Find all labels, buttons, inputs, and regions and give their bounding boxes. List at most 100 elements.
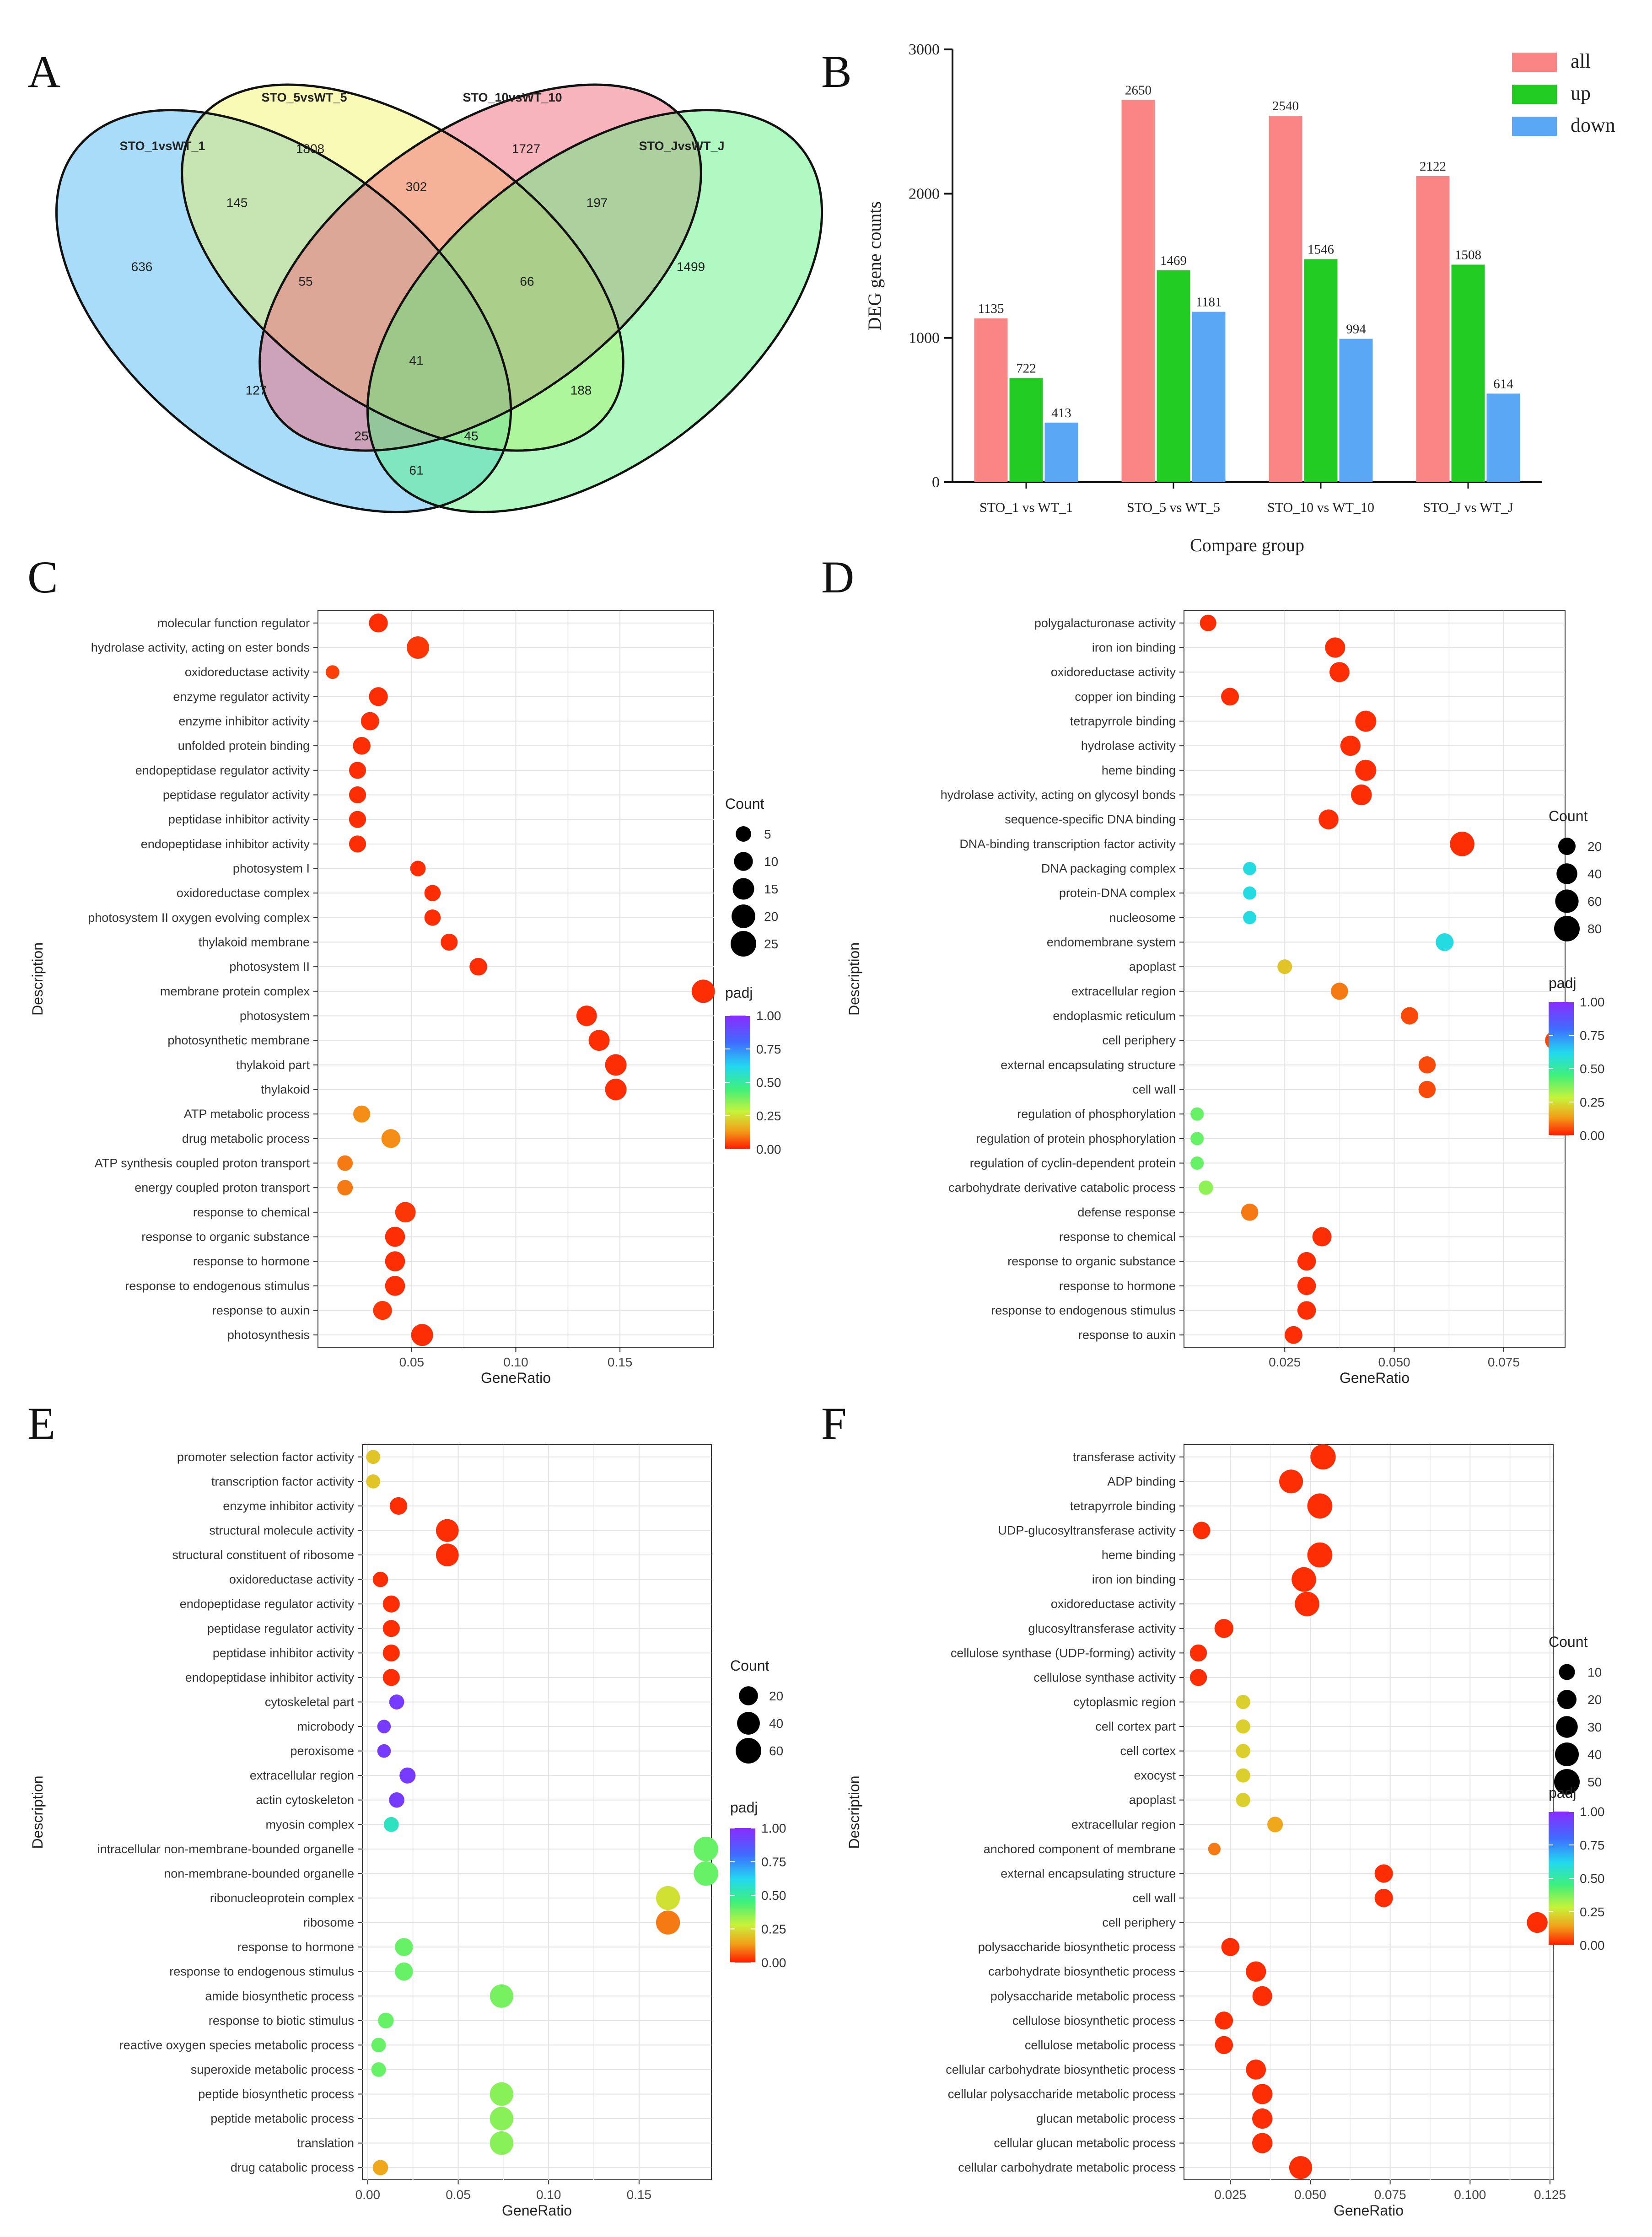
venn-region-count: 197 xyxy=(587,195,608,210)
term-label: hydrolase activity, acting on ester bond… xyxy=(91,641,310,655)
term-label: myosin complex xyxy=(265,1818,354,1831)
x-axis-title: GeneRatio xyxy=(1340,1370,1410,1386)
term-point xyxy=(605,1054,627,1076)
term-label: tetrapyrrole binding xyxy=(1070,1499,1176,1513)
count-legend-dot xyxy=(734,852,753,871)
bar-all xyxy=(1269,116,1302,482)
term-label: response to biotic stimulus xyxy=(209,2014,354,2027)
padj-legend-title: padj xyxy=(1549,975,1577,991)
x-tick-label: 0.075 xyxy=(1374,2188,1406,2202)
term-point xyxy=(1401,1007,1419,1025)
term-point xyxy=(1252,2133,1273,2153)
venn-set-label: STO_5vsWT_5 xyxy=(261,91,347,104)
count-legend-title: Count xyxy=(1549,1634,1588,1650)
term-label: thylakoid part xyxy=(236,1058,310,1072)
term-label: iron ion binding xyxy=(1092,1573,1176,1586)
term-label: glucosyltransferase activity xyxy=(1028,1622,1176,1635)
term-point xyxy=(1340,736,1361,756)
legend-label: up xyxy=(1571,82,1591,104)
count-legend-label: 80 xyxy=(1587,922,1602,936)
count-legend-label: 5 xyxy=(764,827,771,841)
term-point xyxy=(436,1519,459,1542)
term-label: cellulose biosynthetic process xyxy=(1012,2014,1176,2027)
term-point xyxy=(407,636,430,659)
term-point xyxy=(1318,809,1339,829)
term-point xyxy=(1221,688,1239,706)
term-label: cell cortex xyxy=(1120,1744,1176,1758)
term-label: nucleosome xyxy=(1109,911,1176,925)
term-label: photosystem II xyxy=(229,960,310,973)
x-tick-label: 0.05 xyxy=(399,1355,425,1369)
term-point xyxy=(1291,1567,1316,1592)
term-point xyxy=(1297,1301,1316,1320)
term-point xyxy=(1267,1817,1283,1833)
bar-all xyxy=(1416,176,1450,482)
term-point xyxy=(469,957,487,976)
term-point xyxy=(349,762,366,779)
y-axis-title: Description xyxy=(29,942,46,1016)
panel-letter-e: E xyxy=(27,1398,55,1449)
bar-value-label: 1508 xyxy=(1455,247,1481,262)
term-label: carbohydrate derivative catabolic proces… xyxy=(948,1181,1176,1194)
term-point xyxy=(371,2062,386,2077)
x-tick-label: 0.050 xyxy=(1378,1355,1410,1369)
term-label: photosynthesis xyxy=(227,1328,310,1342)
term-label: endopeptidase regulator activity xyxy=(135,764,310,777)
term-label: extracellular region xyxy=(1071,1818,1176,1831)
term-label: glucan metabolic process xyxy=(1036,2112,1176,2125)
term-point xyxy=(1527,1912,1548,1933)
plot-panel xyxy=(362,1444,712,2180)
dotplot-panel-c: molecular function regulator hydrolase ac… xyxy=(29,610,781,1386)
term-point xyxy=(1200,614,1216,631)
term-point xyxy=(366,1474,381,1489)
term-label: response to endogenous stimulus xyxy=(125,1279,310,1293)
term-point xyxy=(1307,1493,1333,1519)
term-label: microbody xyxy=(297,1720,354,1733)
term-point xyxy=(373,1301,392,1320)
venn-region-count: 61 xyxy=(409,463,423,477)
count-legend-label: 10 xyxy=(764,855,778,869)
term-point xyxy=(1418,1056,1436,1074)
count-legend-dot xyxy=(1559,1664,1575,1680)
term-point xyxy=(378,2012,394,2029)
y-axis-title: Description xyxy=(846,942,862,1016)
term-point xyxy=(1215,2011,1233,2030)
venn-region-count: 188 xyxy=(570,383,592,397)
term-label: thylakoid membrane xyxy=(199,936,310,949)
term-label: promoter selection factor activity xyxy=(177,1450,355,1464)
term-point xyxy=(1297,1276,1316,1296)
term-label: ATP metabolic process xyxy=(184,1107,310,1121)
term-label: cellular carbohydrate metabolic process xyxy=(958,2161,1176,2174)
term-label: cellulose synthase activity xyxy=(1033,1671,1176,1684)
term-point xyxy=(694,1861,718,1886)
term-label: peptidase inhibitor activity xyxy=(168,812,310,826)
term-point xyxy=(395,1962,413,1981)
padj-legend-label: 0.75 xyxy=(756,1042,781,1056)
padj-legend-label: 0.25 xyxy=(1580,1905,1605,1919)
x-tick-label: STO_5 vs WT_5 xyxy=(1127,500,1220,515)
term-label: extracellular region xyxy=(1071,984,1176,998)
term-point xyxy=(369,613,388,633)
bar-down xyxy=(1044,422,1078,482)
bar-value-label: 2122 xyxy=(1420,159,1446,174)
term-label: response to chemical xyxy=(193,1205,310,1219)
term-point xyxy=(1284,1326,1302,1344)
x-tick-label: 0.15 xyxy=(608,1355,633,1369)
bar-up xyxy=(1009,378,1043,482)
term-point xyxy=(372,1571,388,1587)
count-legend-dot xyxy=(1555,889,1579,913)
term-label: polysaccharide metabolic process xyxy=(990,1989,1176,2003)
term-label: photosynthetic membrane xyxy=(167,1033,310,1047)
count-legend-dot xyxy=(1556,1716,1578,1738)
count-legend-dot xyxy=(732,878,754,900)
padj-legend-label: 0.75 xyxy=(1580,1028,1605,1043)
x-axis-title: GeneRatio xyxy=(1334,2202,1404,2219)
term-label: peptide metabolic process xyxy=(210,2112,354,2125)
term-point xyxy=(1208,1843,1221,1855)
count-legend-label: 25 xyxy=(764,937,778,951)
term-label: peptide biosynthetic process xyxy=(198,2087,354,2101)
bar-all xyxy=(974,318,1008,482)
term-label: actin cytoskeleton xyxy=(256,1793,354,1807)
term-point xyxy=(1252,1986,1272,2006)
x-tick-label: 0.050 xyxy=(1294,2188,1326,2202)
